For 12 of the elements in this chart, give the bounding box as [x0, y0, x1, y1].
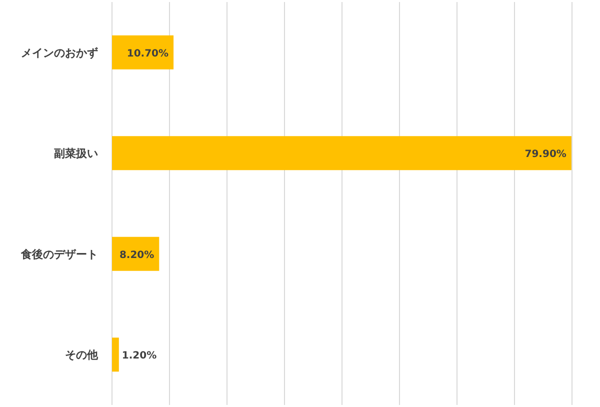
y-tick-label: メインのおかず — [21, 46, 98, 60]
y-tick-label: 食後のデザート — [20, 248, 98, 261]
bar — [112, 236, 160, 271]
bar — [112, 136, 572, 170]
data-label: 1.20% — [122, 350, 157, 362]
bar — [112, 35, 174, 70]
y-tick-label: その他 — [65, 348, 99, 362]
data-label: 10.70% — [126, 48, 169, 60]
bar — [112, 338, 119, 372]
data-label: 79.90% — [524, 149, 566, 160]
data-label: 8.20% — [119, 250, 154, 261]
y-tick-label: 副菜扱い — [54, 147, 98, 160]
